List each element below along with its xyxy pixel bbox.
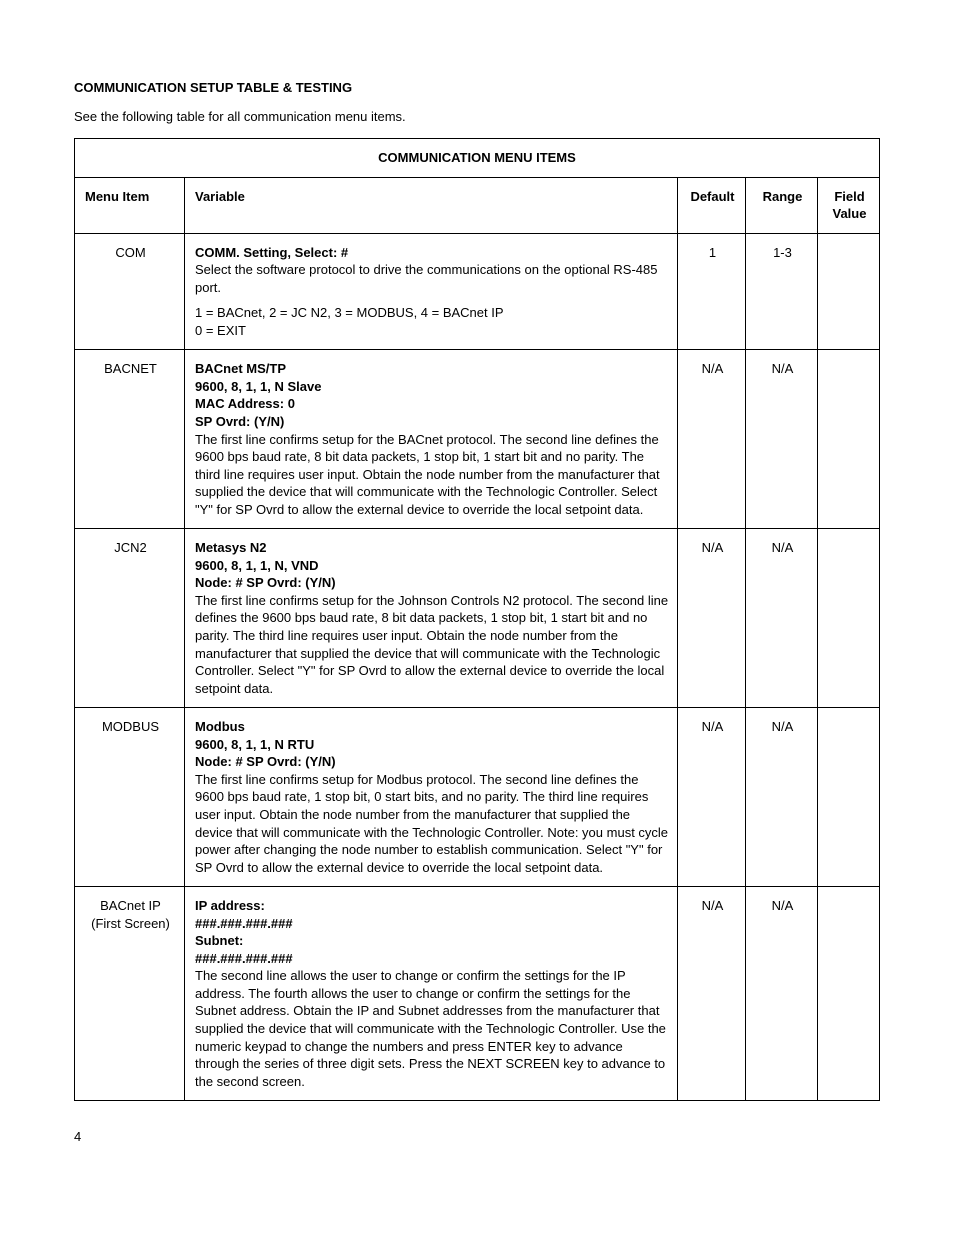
cell-menu-item: COM [75, 233, 185, 350]
cell-variable: COMM. Setting, Select: #Select the softw… [185, 233, 678, 350]
cell-menu-item: BACnet IP(First Screen) [75, 887, 185, 1101]
table-row: JCN2Metasys N29600, 8, 1, 1, N, VNDNode:… [75, 529, 880, 708]
cell-variable: Metasys N29600, 8, 1, 1, N, VNDNode: # S… [185, 529, 678, 708]
col-range: Range [745, 177, 817, 233]
cell-range: N/A [745, 708, 817, 887]
cell-variable: BACnet MS/TP9600, 8, 1, 1, N SlaveMAC Ad… [185, 350, 678, 529]
cell-field-value [817, 233, 879, 350]
table-row: MODBUSModbus9600, 8, 1, 1, N RTUNode: # … [75, 708, 880, 887]
col-menu-item: Menu Item [75, 177, 185, 233]
cell-field-value [817, 350, 879, 529]
cell-range: 1-3 [745, 233, 817, 350]
communication-table: COMMUNICATION MENU ITEMS Menu Item Varia… [74, 138, 880, 1101]
col-variable: Variable [185, 177, 678, 233]
cell-menu-item: JCN2 [75, 529, 185, 708]
col-default: Default [677, 177, 745, 233]
cell-field-value [817, 708, 879, 887]
section-title: COMMUNICATION SETUP TABLE & TESTING [74, 80, 880, 95]
cell-default: 1 [677, 233, 745, 350]
cell-default: N/A [677, 887, 745, 1101]
col-field-value: Field Value [817, 177, 879, 233]
cell-field-value [817, 887, 879, 1101]
cell-default: N/A [677, 350, 745, 529]
table-row: COMCOMM. Setting, Select: #Select the so… [75, 233, 880, 350]
table-title: COMMUNICATION MENU ITEMS [75, 139, 880, 178]
lead-text: See the following table for all communic… [74, 109, 880, 124]
cell-variable: IP address:###.###.###.###Subnet:###.###… [185, 887, 678, 1101]
cell-field-value [817, 529, 879, 708]
cell-default: N/A [677, 529, 745, 708]
cell-default: N/A [677, 708, 745, 887]
cell-menu-item: MODBUS [75, 708, 185, 887]
cell-range: N/A [745, 350, 817, 529]
table-row: BACnet IP(First Screen)IP address:###.##… [75, 887, 880, 1101]
cell-range: N/A [745, 887, 817, 1101]
page-number: 4 [74, 1129, 880, 1144]
cell-variable: Modbus9600, 8, 1, 1, N RTUNode: # SP Ovr… [185, 708, 678, 887]
table-row: BACNETBACnet MS/TP9600, 8, 1, 1, N Slave… [75, 350, 880, 529]
cell-range: N/A [745, 529, 817, 708]
cell-menu-item: BACNET [75, 350, 185, 529]
